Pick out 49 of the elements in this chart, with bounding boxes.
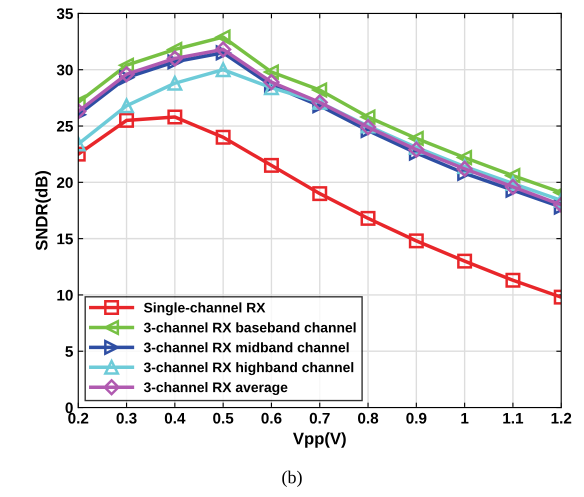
y-tick-label: 35 (56, 8, 73, 20)
point (505, 272, 520, 288)
x-tick-label: 1.2 (552, 412, 572, 424)
point (216, 130, 231, 145)
x-tick-label: 0.2 (68, 412, 88, 424)
y-tick-label: 30 (56, 64, 73, 76)
x-tick-label: 0.9 (406, 412, 426, 424)
y-axis-title: SNDR(dB) (35, 171, 51, 250)
x-tick-label: 0.7 (310, 412, 330, 424)
y-tick-label: 20 (56, 177, 73, 188)
point (360, 210, 376, 226)
point (408, 130, 424, 146)
point (263, 74, 280, 90)
x-axis-title: Vpp(V) (293, 432, 346, 448)
y-tick-label: 0 (66, 402, 73, 414)
point (408, 233, 424, 248)
x-tick-label: 0.6 (261, 412, 282, 424)
legend-label: Single-channel RX (144, 302, 266, 316)
point (312, 186, 328, 202)
y-tick-label: 5 (65, 346, 73, 357)
x-tick-label: 0.8 (358, 412, 378, 424)
point (264, 158, 279, 173)
point (119, 98, 134, 114)
point (119, 112, 134, 128)
point (167, 110, 182, 125)
text: (b) (282, 470, 302, 488)
point (408, 142, 424, 158)
y-tick-label: 25 (56, 120, 73, 132)
y-tick-label: 10 (57, 290, 73, 301)
point (167, 76, 182, 91)
y-tick-label: 15 (57, 234, 73, 244)
point (215, 41, 232, 58)
x-tick-label: 0.3 (116, 412, 137, 424)
point (312, 82, 328, 98)
point (216, 62, 231, 78)
point (118, 66, 135, 82)
legend-label: 3-channel RX average (144, 382, 288, 396)
x-tick-label: 0.5 (213, 412, 234, 424)
x-tick-label: 1.1 (503, 412, 524, 424)
legend-label: 3-channel RX baseband channel (144, 322, 356, 333)
legend-label: 3-channel RX midband channel (144, 342, 349, 352)
x-tick-label: 0.4 (164, 412, 186, 424)
point (216, 30, 231, 45)
x-tick-label: 1 (461, 412, 468, 424)
point (504, 178, 522, 195)
point (457, 150, 472, 166)
point (457, 254, 472, 269)
point (166, 50, 183, 67)
legend-label: 3-channel RX highband channel (144, 362, 354, 376)
